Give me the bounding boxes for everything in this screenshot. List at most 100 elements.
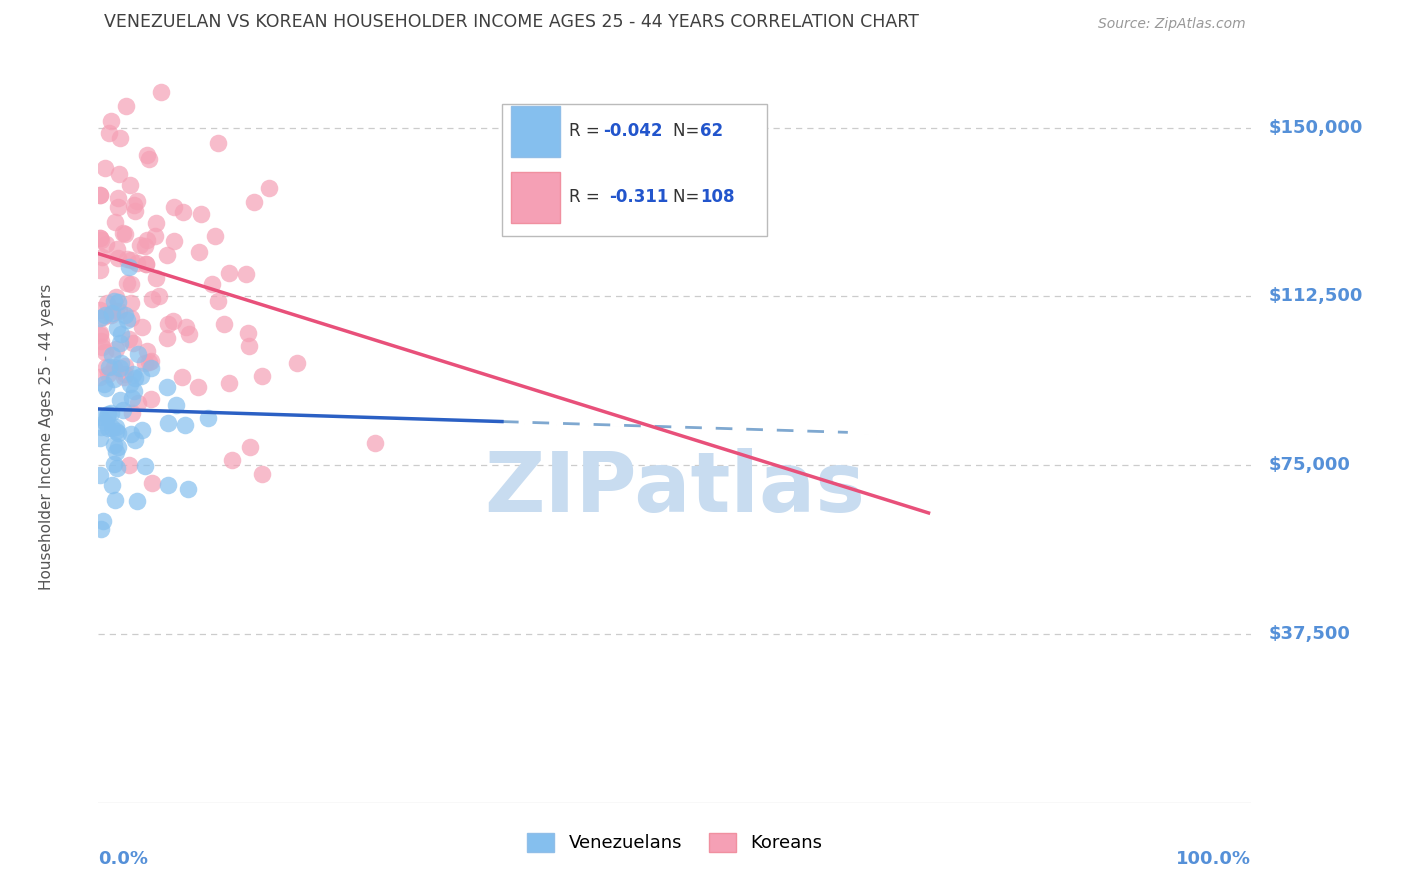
Text: N=: N= [672, 188, 704, 206]
Text: R =: R = [569, 188, 610, 206]
Point [94, 381, 117, 395]
Point [131, 423, 153, 437]
Point [94, 415, 117, 429]
Point [104, 215, 127, 229]
Point [238, 326, 260, 340]
Point [111, 226, 134, 240]
Point [135, 257, 157, 271]
Point [97, 127, 120, 141]
Point [89, 187, 111, 202]
Point [145, 216, 167, 230]
Point [90, 410, 112, 425]
Point [103, 360, 125, 375]
FancyBboxPatch shape [502, 104, 768, 235]
Text: Source: ZipAtlas.com: Source: ZipAtlas.com [1098, 17, 1246, 31]
Point [187, 380, 209, 394]
Point [91, 250, 114, 264]
Point [120, 310, 142, 325]
Text: $150,000: $150,000 [1268, 119, 1362, 136]
Point [107, 440, 129, 454]
Point [111, 403, 134, 417]
Text: ZIPatlas: ZIPatlas [485, 448, 865, 529]
Point [197, 411, 219, 425]
Point [115, 252, 138, 267]
Point [93, 161, 115, 176]
Point [235, 267, 257, 281]
Point [163, 234, 186, 248]
Point [157, 318, 180, 332]
Point [90, 334, 112, 348]
Point [89, 263, 111, 277]
Point [156, 417, 179, 431]
Point [143, 229, 166, 244]
Point [118, 178, 141, 193]
Point [104, 420, 127, 434]
Point [221, 453, 243, 467]
Point [107, 191, 129, 205]
Text: $37,500: $37,500 [1268, 625, 1351, 643]
Point [136, 343, 159, 358]
Point [114, 308, 136, 322]
Text: N=: N= [672, 122, 704, 140]
Point [129, 368, 152, 383]
Point [104, 492, 127, 507]
Point [125, 194, 148, 208]
Text: 0.0%: 0.0% [98, 850, 149, 868]
Point [96, 295, 118, 310]
Point [156, 331, 179, 345]
Point [120, 427, 142, 442]
Legend: Venezuelans, Koreans: Venezuelans, Koreans [520, 826, 830, 860]
Point [115, 276, 138, 290]
Point [156, 248, 179, 262]
Point [250, 467, 273, 481]
Point [156, 380, 179, 394]
Point [89, 369, 111, 384]
Text: $75,000: $75,000 [1268, 456, 1351, 475]
Point [103, 457, 125, 471]
Point [118, 332, 141, 346]
Point [89, 326, 111, 341]
Point [89, 230, 111, 244]
Point [122, 384, 145, 399]
Point [212, 317, 235, 331]
Point [97, 407, 120, 421]
Point [105, 460, 128, 475]
Point [98, 359, 121, 374]
Point [108, 131, 131, 145]
Point [107, 167, 129, 181]
Point [121, 406, 143, 420]
Text: -0.042: -0.042 [603, 122, 662, 140]
Point [104, 445, 127, 459]
Point [135, 147, 157, 161]
Point [110, 327, 132, 342]
Point [121, 368, 143, 382]
Text: 62: 62 [700, 122, 723, 140]
Point [177, 483, 200, 497]
Text: 108: 108 [700, 188, 735, 206]
Point [94, 308, 117, 322]
Point [124, 204, 146, 219]
Point [107, 295, 129, 310]
Point [163, 200, 186, 214]
Point [207, 294, 229, 309]
Point [89, 302, 111, 317]
Point [89, 328, 111, 343]
Point [135, 233, 157, 247]
Point [105, 243, 128, 257]
Point [129, 237, 152, 252]
Point [250, 369, 273, 384]
Point [90, 233, 112, 247]
Point [108, 303, 131, 318]
Point [89, 431, 111, 445]
Point [114, 367, 136, 381]
Point [103, 438, 125, 452]
Point [117, 313, 139, 327]
Point [145, 271, 167, 285]
Point [218, 376, 240, 390]
Point [107, 200, 129, 214]
Point [172, 204, 194, 219]
Point [122, 335, 145, 350]
FancyBboxPatch shape [512, 106, 560, 157]
Point [239, 440, 262, 454]
Text: R =: R = [569, 122, 605, 140]
